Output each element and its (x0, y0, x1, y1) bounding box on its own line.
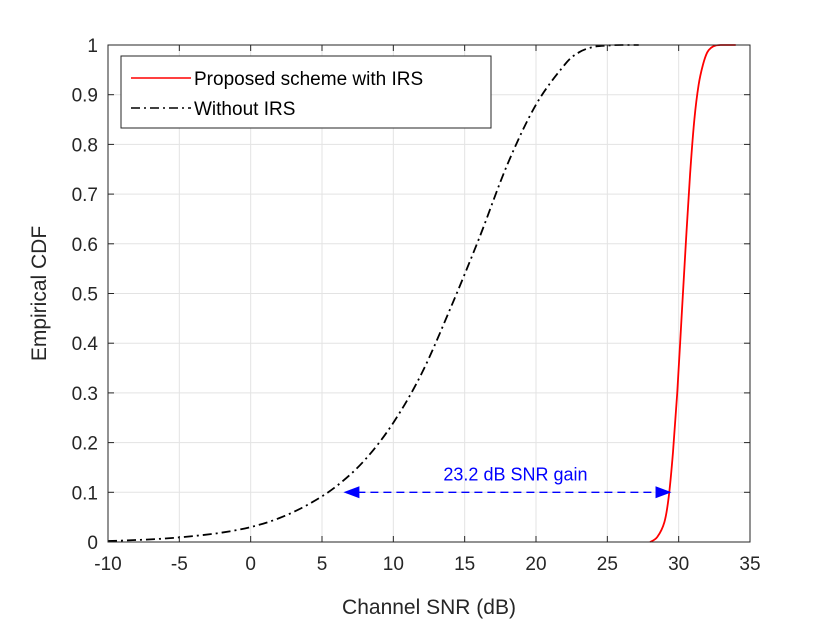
y-tick-label: 0.1 (72, 483, 98, 504)
x-tick-label: 0 (245, 554, 256, 575)
y-tick-label: 0.5 (72, 285, 98, 306)
series-line-1 (107, 44, 639, 542)
y-tick-label: 0 (87, 533, 98, 554)
x-tick-label: 30 (668, 554, 689, 575)
x-tick-labels: -10 -5 0 5 10 15 20 25 30 35 (94, 554, 760, 575)
x-tick-label: 20 (525, 554, 546, 575)
y-tick-label: 0.3 (72, 384, 98, 405)
annotation-layer: 23.2 dB SNR gain (343, 464, 672, 499)
gain-annotation-text: 23.2 dB SNR gain (443, 464, 587, 484)
legend-label-proposed: Proposed scheme with IRS (194, 69, 423, 90)
legend: Proposed scheme with IRS Without IRS (120, 55, 492, 129)
gain-arrow-left-head (343, 486, 360, 499)
gain-arrow-right-head (655, 486, 672, 499)
legend-label-without-irs: Without IRS (194, 99, 295, 120)
y-tick-label: 0.8 (72, 135, 98, 156)
x-tick-label: 15 (454, 554, 475, 575)
y-tick-label: 0.2 (72, 434, 98, 455)
x-tick-label: -10 (94, 554, 121, 575)
x-tick-label: 35 (739, 554, 760, 575)
x-tick-label: 10 (383, 554, 404, 575)
x-axis-label: Channel SNR (dB) (342, 596, 516, 619)
y-tick-label: 0.7 (72, 185, 98, 206)
axis-ticks (107, 44, 751, 543)
y-tick-label: 0.9 (72, 86, 98, 107)
y-tick-label: 0.4 (72, 334, 99, 355)
y-tick-label: 0.6 (72, 235, 98, 256)
y-tick-labels: 0 0.1 0.2 0.3 0.4 0.5 0.6 0.7 0.8 0.9 1 (72, 36, 99, 554)
x-tick-label: 25 (597, 554, 618, 575)
legend-box (120, 55, 492, 129)
x-tick-label: 5 (317, 554, 328, 575)
y-axis-label: Empirical CDF (28, 226, 51, 361)
y-tick-label: 1 (87, 36, 98, 57)
x-tick-label: -5 (171, 554, 188, 575)
